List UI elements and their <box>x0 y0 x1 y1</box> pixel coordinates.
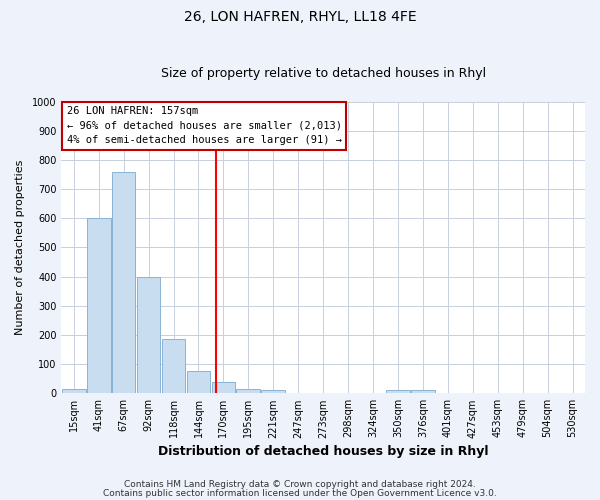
Y-axis label: Number of detached properties: Number of detached properties <box>15 160 25 335</box>
Bar <box>137 276 160 394</box>
Bar <box>386 390 410 394</box>
Text: 26 LON HAFREN: 157sqm
← 96% of detached houses are smaller (2,013)
4% of semi-de: 26 LON HAFREN: 157sqm ← 96% of detached … <box>67 106 341 146</box>
Bar <box>87 218 110 394</box>
Bar <box>62 389 86 394</box>
Title: Size of property relative to detached houses in Rhyl: Size of property relative to detached ho… <box>161 66 486 80</box>
Text: Contains HM Land Registry data © Crown copyright and database right 2024.: Contains HM Land Registry data © Crown c… <box>124 480 476 489</box>
Bar <box>212 382 235 394</box>
Text: Contains public sector information licensed under the Open Government Licence v3: Contains public sector information licen… <box>103 488 497 498</box>
Bar <box>262 390 285 394</box>
Bar <box>187 370 211 394</box>
X-axis label: Distribution of detached houses by size in Rhyl: Distribution of detached houses by size … <box>158 444 488 458</box>
Bar <box>236 389 260 394</box>
Text: 26, LON HAFREN, RHYL, LL18 4FE: 26, LON HAFREN, RHYL, LL18 4FE <box>184 10 416 24</box>
Bar <box>112 172 136 394</box>
Bar <box>411 390 435 394</box>
Bar <box>161 340 185 394</box>
